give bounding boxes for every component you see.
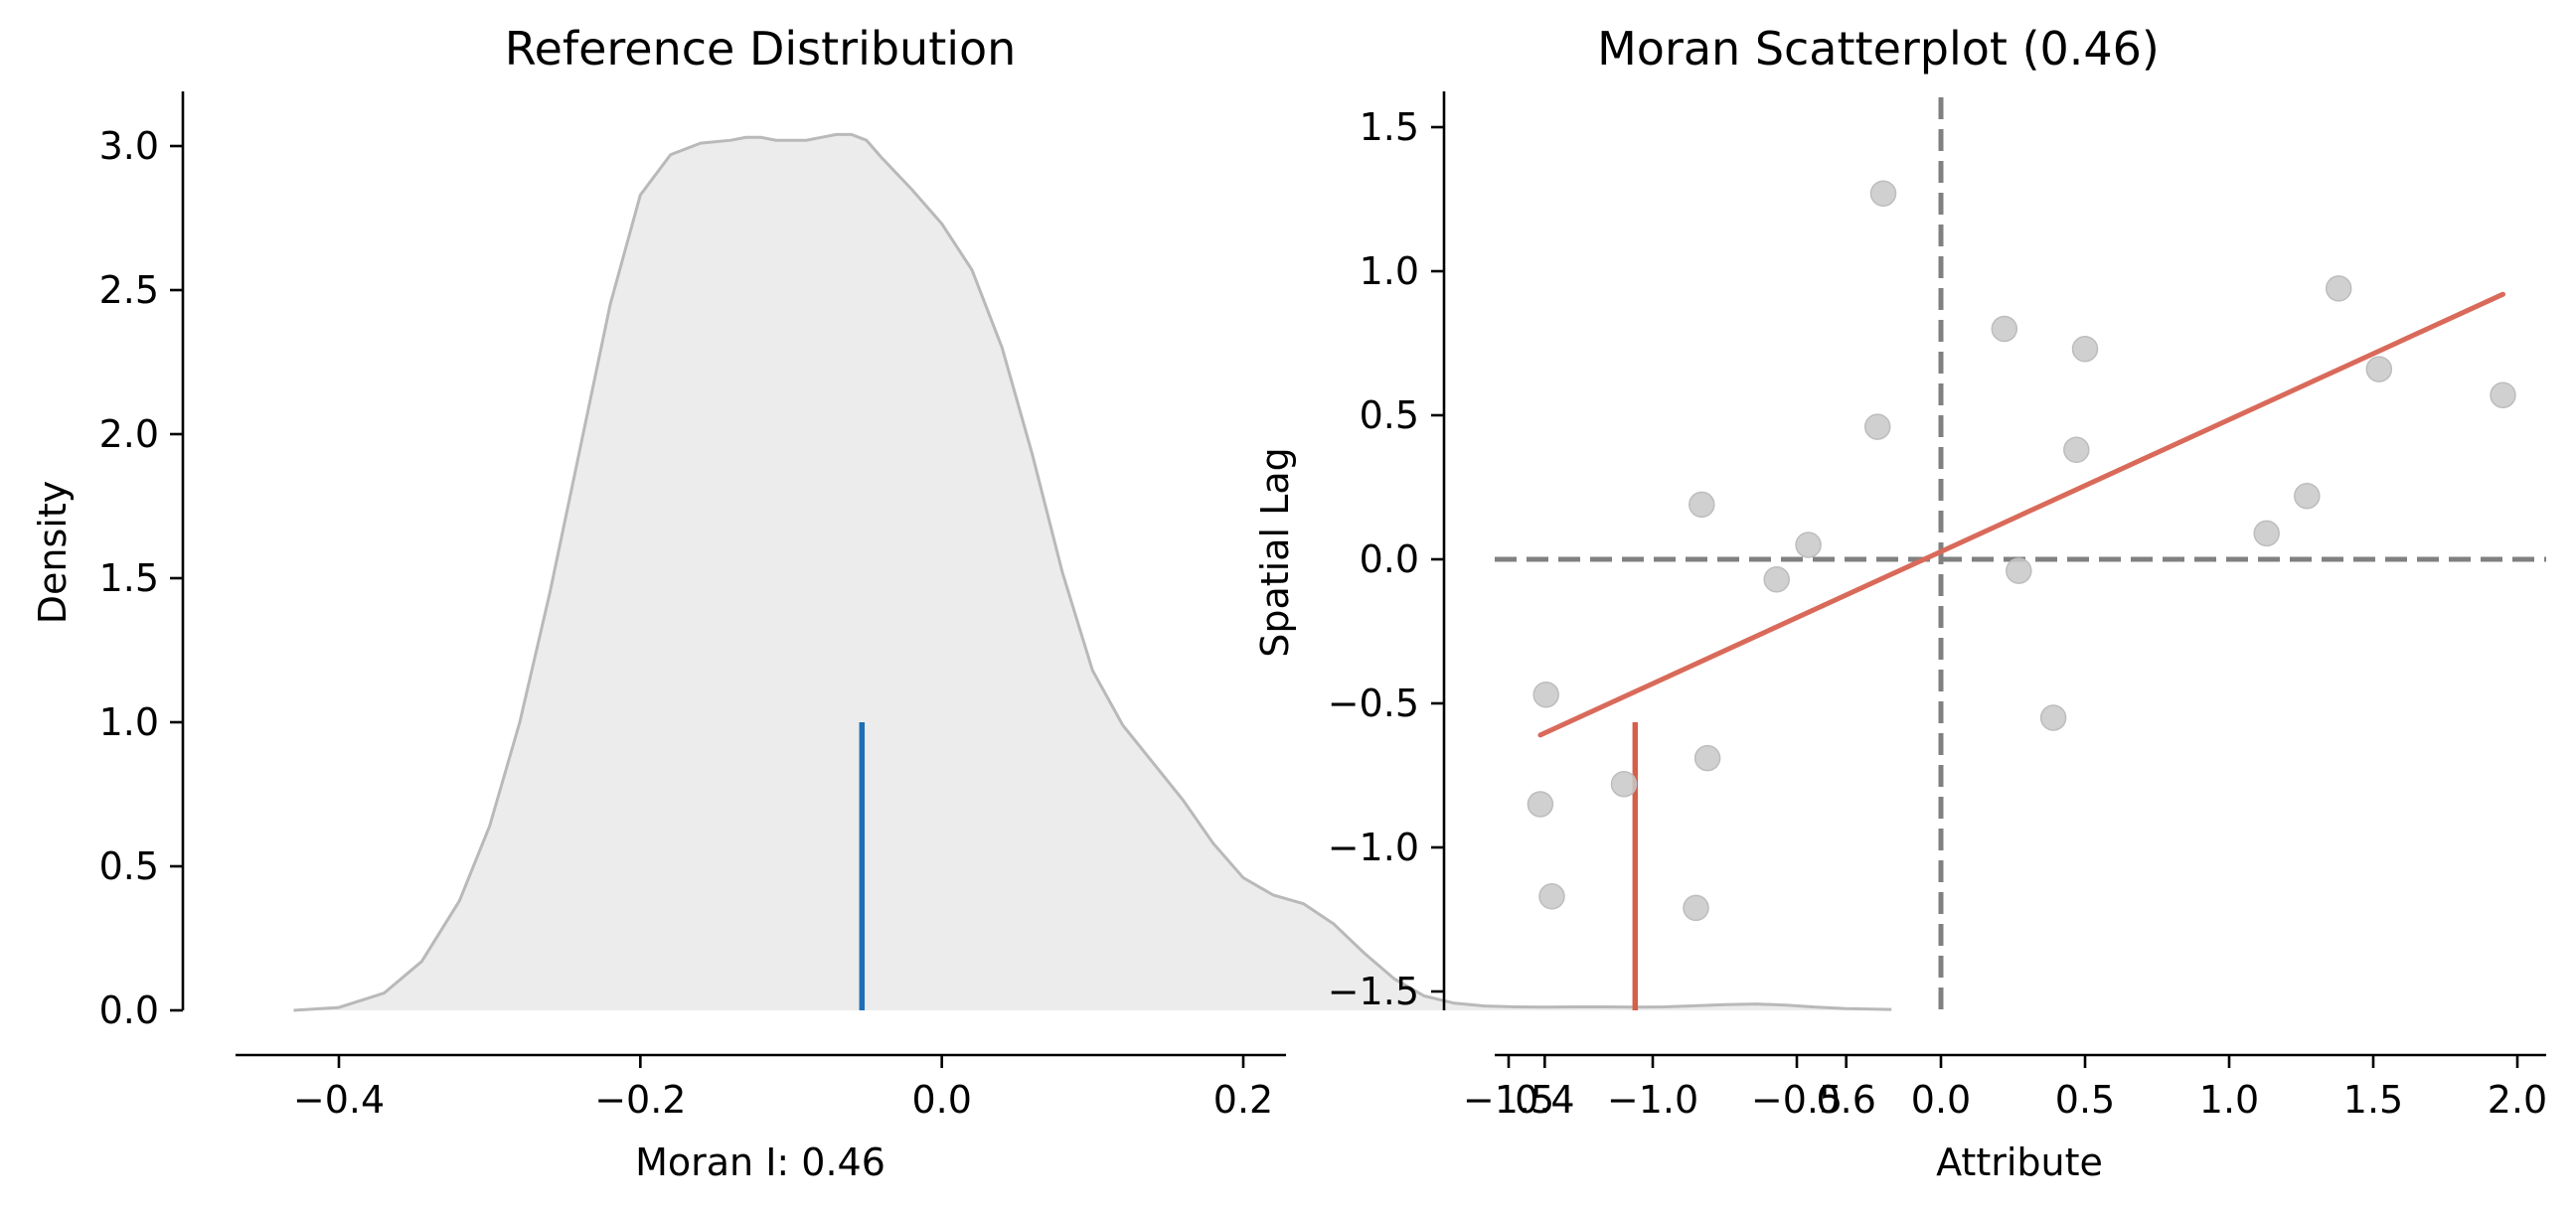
scatter-point (1538, 883, 1565, 910)
left-chart-title: Reference Distribution (505, 22, 1017, 76)
scatter-points (1527, 180, 2516, 922)
left-y-tick-label: 2.0 (99, 412, 159, 456)
left-x-axis-label: Moran I: 0.46 (635, 1140, 886, 1184)
right-x-tick-label: 0.5 (2055, 1078, 2115, 1122)
quadrant-reference-lines (1495, 97, 2546, 1010)
kde-density-curve (293, 132, 1892, 1012)
right-x-tick-label: 0.0 (1911, 1078, 1971, 1122)
right-chart-title: Moran Scatterplot (0.46) (1597, 22, 2160, 76)
regression-line (1537, 291, 2505, 738)
left-y-tick-label: 2.5 (99, 268, 159, 312)
right-x-tick-label: −0.5 (1751, 1078, 1843, 1122)
left-y-ticks: 0.0 0.5 1.0 1.5 2.0 2.5 3.0 (99, 124, 183, 1032)
reference-distribution-panel: Reference Distribution 0.0 0.5 1.0 1.5 2.0 2.… (31, 22, 1892, 1184)
left-x-tick-label: −0.2 (594, 1078, 686, 1122)
scatter-point (1991, 315, 2018, 343)
right-x-tick-label: 1.5 (2343, 1078, 2403, 1122)
left-x-tick-label: 0.2 (1213, 1078, 1273, 1122)
right-y-tick-label: −1.0 (1328, 826, 1419, 869)
right-y-tick-label: 1.0 (1360, 249, 1419, 293)
kde-density-area (293, 134, 1892, 1010)
right-x-tick-label: −1.5 (1463, 1078, 1554, 1122)
scatter-point (1869, 180, 1897, 207)
left-x-tick-label: 0.0 (911, 1078, 971, 1122)
right-y-tick-label: −0.5 (1328, 682, 1419, 725)
scatter-point (2039, 704, 2067, 731)
scatter-point (2006, 557, 2032, 584)
moran-scatterplot-panel: Moran Scatterplot (0.46) −1.5 −1.0 −0.5 0.0… (1253, 22, 2547, 1184)
left-x-tick-label: 0.4 (1515, 1078, 1574, 1122)
scatter-point (1795, 532, 1822, 558)
left-y-axis-label: Density (31, 481, 75, 624)
scatter-point (2071, 336, 2099, 363)
right-y-ticks: −1.5 −1.0 −0.5 0.0 0.5 1.0 1.5 (1328, 105, 1444, 1013)
left-y-tick-label: 3.0 (99, 124, 159, 168)
scatter-point (1763, 566, 1790, 593)
right-y-tick-label: −1.5 (1328, 970, 1419, 1013)
left-y-tick-label: 1.5 (99, 556, 159, 600)
scatter-point (2063, 436, 2090, 464)
scatter-point (1527, 791, 1554, 818)
left-x-ticks: −0.4 −0.2 0.0 0.2 0.4 0.6 (293, 1055, 1876, 1122)
right-y-tick-label: 0.5 (1360, 393, 1419, 437)
left-vertical-markers (859, 722, 1639, 1010)
right-x-axis-label: Attribute (1936, 1140, 2103, 1184)
right-y-axis-label: Spatial Lag (1253, 447, 1297, 658)
scatter-point (1532, 682, 1559, 708)
left-y-tick-label: 1.0 (99, 700, 159, 744)
left-x-tick-label: −0.4 (293, 1078, 385, 1122)
right-x-tick-label: −1.0 (1607, 1078, 1698, 1122)
scatter-point (2325, 275, 2352, 302)
left-x-tick-label: 0.6 (1816, 1078, 1875, 1122)
scatter-point (1683, 894, 1709, 922)
left-y-tick-label: 0.0 (99, 988, 159, 1032)
scatter-point (1863, 413, 1891, 440)
scatter-point (1693, 744, 1721, 772)
scatter-point (1689, 491, 1715, 519)
left-y-tick-label: 0.5 (99, 844, 159, 888)
right-x-tick-label: 1.0 (2199, 1078, 2259, 1122)
scatter-point (2294, 482, 2321, 510)
right-x-ticks: −1.5 −1.0 −0.5 0.0 0.5 1.0 1.5 2.0 (1463, 1055, 2547, 1122)
scatter-point (1610, 770, 1638, 798)
scatter-point (2253, 520, 2280, 547)
right-y-tick-label: 1.5 (1360, 105, 1419, 149)
scatter-point (2365, 356, 2393, 382)
scatter-point (2490, 381, 2516, 408)
right-x-tick-label: 2.0 (2488, 1078, 2547, 1122)
right-y-tick-label: 0.0 (1360, 537, 1419, 581)
